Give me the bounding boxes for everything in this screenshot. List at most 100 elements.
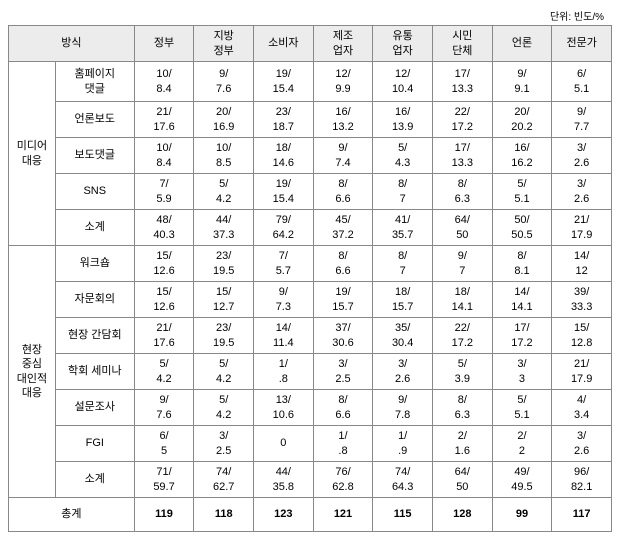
cell: 74/64.3: [373, 462, 433, 498]
col-2: 소비자: [254, 26, 314, 62]
cell: 5/4.2: [194, 174, 254, 210]
cell: 9/7.6: [134, 390, 194, 426]
cell: 14/11.4: [254, 318, 314, 354]
cell: 76/62.8: [313, 462, 373, 498]
row-label: 자문회의: [55, 282, 134, 318]
cell: 2/1.6: [432, 426, 492, 462]
col-4: 유통업자: [373, 26, 433, 62]
cell: 12/10.4: [373, 62, 433, 102]
table-row: 자문회의 15/12.6 15/12.7 9/7.3 19/15.7 18/15…: [9, 282, 612, 318]
table-row: 학회 세미나 5/4.2 5/4.2 1/.8 3/2.5 3/2.6 5/3.…: [9, 354, 612, 390]
total-cell: 118: [194, 498, 254, 532]
cell: 8/6.6: [313, 246, 373, 282]
total-row: 총계 119 118 123 121 115 128 99 117: [9, 498, 612, 532]
cell: 0: [254, 426, 314, 462]
cell: 3/2.6: [552, 426, 612, 462]
cell: 17/13.3: [432, 62, 492, 102]
cell: 12/9.9: [313, 62, 373, 102]
col-0: 정부: [134, 26, 194, 62]
total-label: 총계: [9, 498, 135, 532]
cell: 5/4.2: [134, 354, 194, 390]
cell: 8/6.3: [432, 174, 492, 210]
cell: 21/17.6: [134, 102, 194, 138]
cell: 3/3: [492, 354, 552, 390]
cell: 16/13.2: [313, 102, 373, 138]
table-row: 미디어대응 홈페이지댓글 10/8.4 9/7.6 19/15.4 12/9.9…: [9, 62, 612, 102]
cell: 23/19.5: [194, 246, 254, 282]
col-3: 제조업자: [313, 26, 373, 62]
cell: 3/2.6: [373, 354, 433, 390]
cell: 18/14.1: [432, 282, 492, 318]
cell: 21/17.9: [552, 354, 612, 390]
cell: 21/17.9: [552, 210, 612, 246]
cell: 20/20.2: [492, 102, 552, 138]
cell: 9/7.8: [373, 390, 433, 426]
cell: 2/2: [492, 426, 552, 462]
cell: 3/2.6: [552, 174, 612, 210]
row-label: 홈페이지댓글: [55, 62, 134, 102]
row-label: 소계: [55, 462, 134, 498]
cell: 8/7: [373, 246, 433, 282]
cell: 3/2.5: [194, 426, 254, 462]
cell: 64/50: [432, 462, 492, 498]
col-1: 지방정부: [194, 26, 254, 62]
table-row: 소계 71/59.7 74/62.7 44/35.8 76/62.8 74/64…: [9, 462, 612, 498]
table-row: FGI 6/5 3/2.5 0 1/.8 1/.9 2/1.6 2/2 3/2.…: [9, 426, 612, 462]
cell: 20/16.9: [194, 102, 254, 138]
cell: 23/18.7: [254, 102, 314, 138]
cell: 5/4.2: [194, 390, 254, 426]
cell: 7/5.9: [134, 174, 194, 210]
cell: 8/6.6: [313, 174, 373, 210]
cell: 5/3.9: [432, 354, 492, 390]
row-label: 언론보도: [55, 102, 134, 138]
cell: 8/7: [373, 174, 433, 210]
data-table: 방식 정부 지방정부 소비자 제조업자 유통업자 시민단체 언론 전문가 미디어…: [8, 25, 612, 532]
cell: 10/8.5: [194, 138, 254, 174]
cell: 64/50: [432, 210, 492, 246]
cell: 4/3.4: [552, 390, 612, 426]
table-row: 현장 간담회 21/17.6 23/19.5 14/11.4 37/30.6 3…: [9, 318, 612, 354]
row-label: 소계: [55, 210, 134, 246]
cell: 6/5.1: [552, 62, 612, 102]
table-row: 소계 48/40.3 44/37.3 79/64.2 45/37.2 41/35…: [9, 210, 612, 246]
cell: 71/59.7: [134, 462, 194, 498]
cell: 9/7.3: [254, 282, 314, 318]
total-cell: 128: [432, 498, 492, 532]
cell: 19/15.4: [254, 62, 314, 102]
header-row: 방식 정부 지방정부 소비자 제조업자 유통업자 시민단체 언론 전문가: [9, 26, 612, 62]
cell: 44/37.3: [194, 210, 254, 246]
row-label: SNS: [55, 174, 134, 210]
total-cell: 119: [134, 498, 194, 532]
cell: 15/12.6: [134, 282, 194, 318]
cell: 6/5: [134, 426, 194, 462]
cat2-label: 현장중심대인적대응: [9, 246, 56, 498]
col-method: 방식: [9, 26, 135, 62]
cell: 8/6.3: [432, 390, 492, 426]
total-cell: 117: [552, 498, 612, 532]
cell: 39/33.3: [552, 282, 612, 318]
cell: 37/30.6: [313, 318, 373, 354]
cell: 17/17.2: [492, 318, 552, 354]
cell: 17/13.3: [432, 138, 492, 174]
cell: 8/6.6: [313, 390, 373, 426]
cell: 1/.8: [313, 426, 373, 462]
cell: 5/5.1: [492, 390, 552, 426]
cell: 14/12: [552, 246, 612, 282]
cell: 9/7: [432, 246, 492, 282]
cell: 16/13.9: [373, 102, 433, 138]
cell: 44/35.8: [254, 462, 314, 498]
cell: 1/.8: [254, 354, 314, 390]
cell: 10/8.4: [134, 138, 194, 174]
row-label: FGI: [55, 426, 134, 462]
cell: 18/14.6: [254, 138, 314, 174]
table-row: 언론보도 21/17.6 20/16.9 23/18.7 16/13.2 16/…: [9, 102, 612, 138]
cell: 48/40.3: [134, 210, 194, 246]
cell: 41/35.7: [373, 210, 433, 246]
cell: 9/7.7: [552, 102, 612, 138]
cell: 35/30.4: [373, 318, 433, 354]
col-5: 시민단체: [432, 26, 492, 62]
table-row: 설문조사 9/7.6 5/4.2 13/10.6 8/6.6 9/7.8 8/6…: [9, 390, 612, 426]
cell: 14/14.1: [492, 282, 552, 318]
cell: 5/4.2: [194, 354, 254, 390]
cell: 8/8.1: [492, 246, 552, 282]
